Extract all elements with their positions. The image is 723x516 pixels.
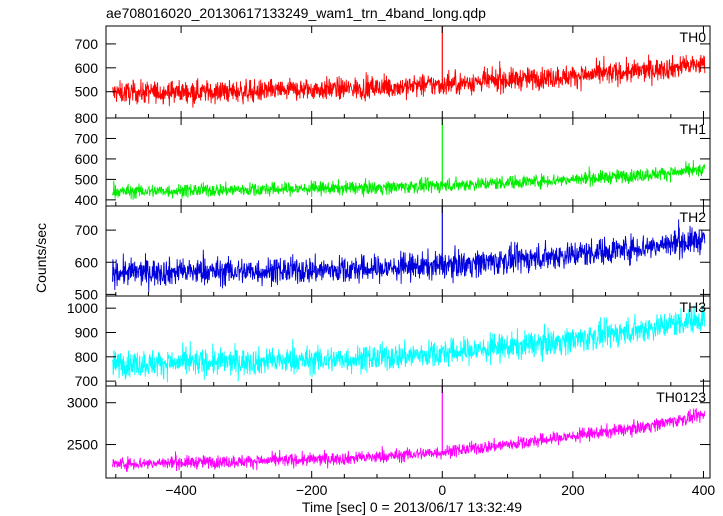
series-line-th0123 [112,408,706,472]
y-tick-label: 700 [75,36,99,52]
panel-th0: 500 600 700 TH0 [75,25,711,119]
panel-label-th2: TH2 [680,209,707,225]
series-line-th3 [112,305,706,383]
panels-group: 500 600 700 TH0 400 500 600 700 800 TH1 500 600 700 T… [67,25,711,479]
y-tick-label: 900 [75,324,99,340]
y-tick-label: 400 [75,192,99,208]
y-tick-label: 800 [75,110,99,126]
y-tick-label: 600 [75,254,99,270]
x-axis-tick-labels: −400 −200 0 200 400 [165,482,715,498]
y-tick-label: 700 [75,373,99,389]
panel-th1: 400 500 600 700 800 TH1 [75,110,711,208]
y-tick-label: 500 [75,84,99,100]
x-tick-label: −400 [165,482,197,498]
series-line-th2 [112,219,706,292]
y-tick-label: 700 [75,222,99,238]
x-tick-label: 200 [561,482,585,498]
series-line-th1 [112,159,706,200]
panel-th2: 500 600 700 TH2 [75,205,711,302]
panel-label-th3: TH3 [680,299,707,315]
y-tick-label: 600 [75,60,99,76]
y-tick-label: 700 [75,130,99,146]
x-tick-label: 0 [438,482,446,498]
x-tick-label: −200 [296,482,328,498]
y-tick-label: 1000 [67,300,98,316]
y-tick-label: 600 [75,151,99,167]
y-tick-label: 500 [75,171,99,187]
series-line-th0 [112,54,706,108]
chart-title: ae708016020_20130617133249_wam1_trn_4ban… [106,5,486,21]
x-tick-label: 400 [692,482,716,498]
panel-th3: 700 800 900 1000 TH3 [67,295,711,389]
y-tick-label: 2500 [67,437,98,453]
y-axis-title: Counts/sec [33,223,49,293]
panel-label-th1: TH1 [680,121,707,137]
panel-label-th0: TH0 [680,29,707,45]
panel-frame-th2 [105,205,711,297]
y-tick-label: 3000 [67,395,98,411]
panel-label-th0123: TH0123 [656,389,706,405]
x-axis-title: Time [sec] 0 = 2013/06/17 13:32:49 [302,499,522,515]
y-tick-label: 800 [75,349,99,365]
panel-th0123: 2500 3000 TH0123 [67,385,711,479]
y-tick-label: 500 [75,286,99,302]
panel-frame-th0123 [105,385,711,479]
